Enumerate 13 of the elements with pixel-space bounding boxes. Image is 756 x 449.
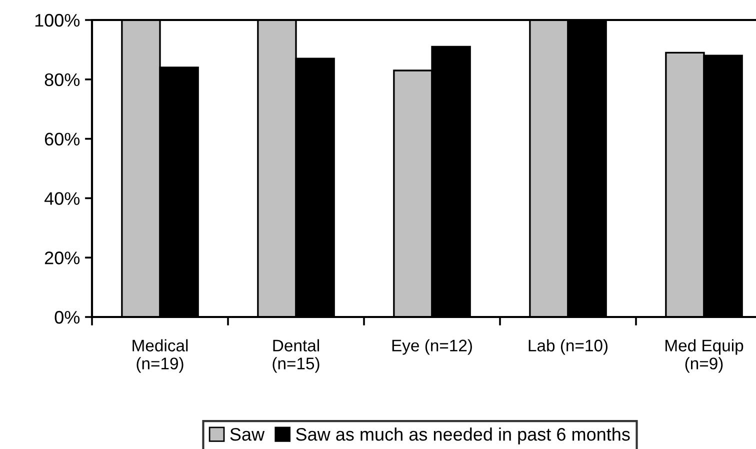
- y-tick-label: 20%: [44, 252, 80, 264]
- legend-label: Saw as much as needed in past 6 months: [296, 427, 630, 444]
- legend-label: Saw: [230, 428, 265, 441]
- x-tick-label: Eye (n=12): [392, 339, 472, 355]
- y-tick-label: 0%: [54, 310, 80, 324]
- y-tick-label: 60%: [44, 132, 80, 146]
- x-tick-label: Medical (n=19): [132, 339, 188, 373]
- y-tick-label: 40%: [44, 192, 80, 205]
- y-tick-label: 100%: [35, 14, 80, 27]
- x-tick-label: Dental (n=15): [272, 339, 320, 373]
- x-tick-label: Lab (n=10): [528, 339, 608, 355]
- x-tick-label: Med Equip (n=9): [666, 339, 744, 373]
- y-tick-label: 80%: [44, 73, 80, 86]
